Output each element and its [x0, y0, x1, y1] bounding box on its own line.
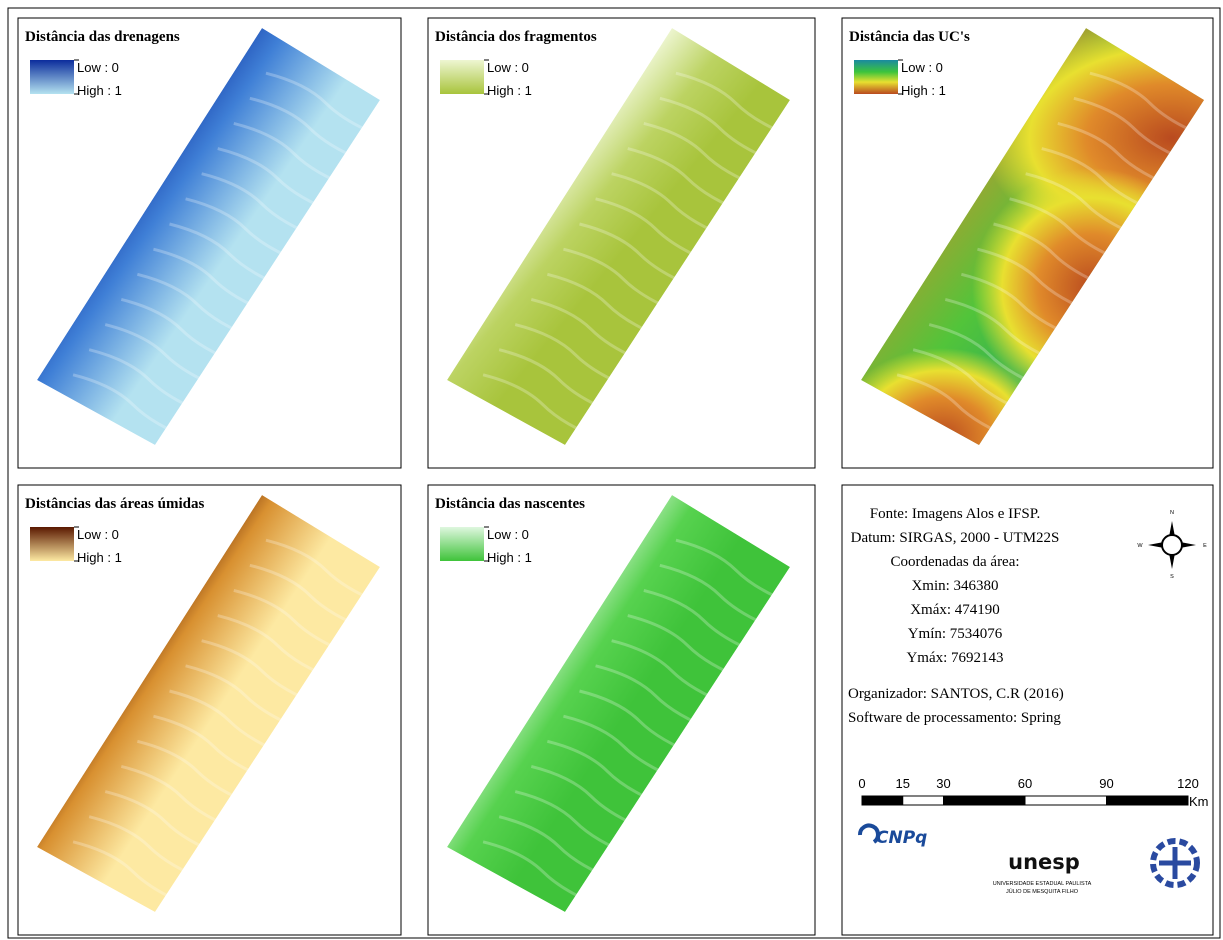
- panel-title: Distância das nascentes: [435, 496, 585, 512]
- scale-label: 15: [896, 776, 910, 791]
- legend-low: Low : 0: [77, 60, 119, 75]
- legend-swatch: [440, 60, 484, 94]
- legend-high: High : 1: [487, 83, 532, 98]
- scale-segment: [1107, 796, 1189, 805]
- info-line: Software de processamento: Spring: [848, 710, 1061, 726]
- cnpq-logo: CNPq: [876, 828, 927, 848]
- info-line: Datum: SIRGAS, 2000 - UTM22S: [851, 530, 1060, 546]
- legend-low: Low : 0: [77, 527, 119, 542]
- legend-high: High : 1: [77, 550, 122, 565]
- legend-swatch: [30, 60, 74, 94]
- panel-title: Distância dos fragmentos: [435, 29, 597, 45]
- info-line: Xmáx: 474190: [910, 602, 1000, 618]
- info-line: Ymín: 7534076: [908, 626, 1003, 642]
- legend-high: High : 1: [487, 550, 532, 565]
- info-line: Ymáx: 7692143: [906, 650, 1003, 666]
- info-line: Fonte: Imagens Alos e IFSP.: [870, 506, 1040, 522]
- scale-unit: Km: [1189, 794, 1209, 809]
- info-line: Xmin: 346380: [911, 578, 998, 594]
- scale-segment: [903, 796, 944, 805]
- scale-label: 60: [1018, 776, 1032, 791]
- compass-letter: E: [1203, 543, 1207, 549]
- scale-label: 0: [858, 776, 865, 791]
- info-panel: Fonte: Imagens Alos e IFSP. Datum: SIRGAS…: [842, 485, 1213, 935]
- legend-swatch: [30, 527, 74, 561]
- compass-letter: S: [1170, 574, 1174, 580]
- scale-segment: [944, 796, 1026, 805]
- map-panel: Distâncias das áreas úmidas Low : 0 High :…: [18, 485, 401, 935]
- panel-title: Distância das UC's: [849, 29, 970, 45]
- legend-low: Low : 0: [487, 60, 529, 75]
- scale-segment: [862, 796, 903, 805]
- scale-segment: [1025, 796, 1107, 805]
- scale-label: 90: [1099, 776, 1113, 791]
- map-panel: Distância das nascentes Low : 0 High : 1: [428, 485, 815, 935]
- info-line: Organizador: SANTOS, C.R (2016): [848, 686, 1064, 702]
- legend-swatch: [440, 527, 484, 561]
- panel-title: Distância das drenagens: [25, 29, 180, 45]
- unesp-line: JÚLIO DE MESQUITA FILHO: [1006, 888, 1079, 895]
- compass-ring: [1162, 535, 1182, 555]
- compass-letter: N: [1170, 510, 1174, 516]
- unesp-logo: unesp: [1008, 850, 1080, 874]
- scale-label: 120: [1177, 776, 1199, 791]
- legend-high: High : 1: [901, 83, 946, 98]
- map-panel: Distância das drenagens Low : 0 High : 1: [18, 18, 401, 468]
- legend-swatch: [854, 60, 898, 94]
- legend-high: High : 1: [77, 83, 122, 98]
- legend-low: Low : 0: [487, 527, 529, 542]
- legend-low: Low : 0: [901, 60, 943, 75]
- figure: Distância das drenagensLow : 0High : 1Di…: [0, 0, 1223, 940]
- compass-letter: W: [1137, 543, 1143, 549]
- map-panel: Distância das UC's Low : 0 High : 1: [832, 18, 1223, 528]
- panel-title: Distâncias das áreas úmidas: [25, 496, 204, 512]
- unesp-line: UNIVERSIDADE ESTADUAL PAULISTA: [993, 881, 1092, 887]
- scale-label: 30: [936, 776, 950, 791]
- info-line: Coordenadas da área:: [890, 554, 1019, 570]
- map-panel: Distância dos fragmentos Low : 0 High : 1: [428, 18, 815, 468]
